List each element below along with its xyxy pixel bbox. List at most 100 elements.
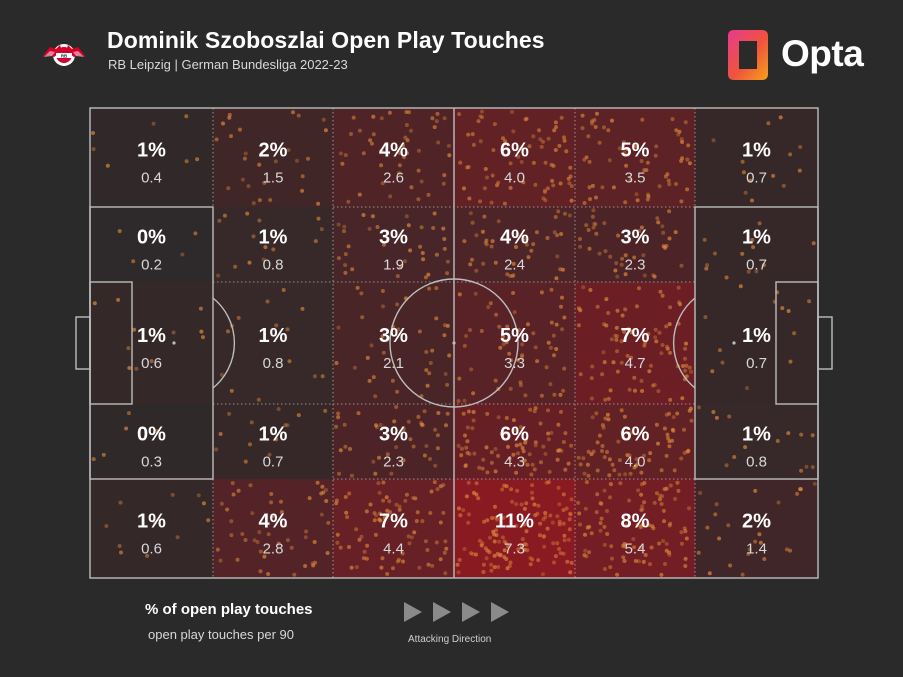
heat-cells [90, 108, 818, 578]
touch-dot [388, 194, 393, 199]
touch-dot [786, 431, 791, 436]
touch-dot [496, 415, 501, 420]
touch-dot [717, 348, 722, 353]
touch-dot [373, 532, 378, 537]
touch-dot [576, 455, 581, 460]
touch-dot [404, 214, 409, 219]
touch-dot [474, 233, 479, 238]
touch-dot [256, 397, 261, 402]
touch-dot [551, 183, 556, 188]
cell-percent-label: 6% [621, 424, 650, 446]
touch-dot [740, 572, 745, 577]
touch-dot [287, 359, 292, 364]
touch-dot [668, 483, 673, 488]
touch-dot [620, 313, 625, 318]
touch-dot [394, 405, 399, 409]
cell-per90-label: 0.6 [141, 355, 162, 372]
touch-dot [581, 285, 586, 290]
cell-percent-label: 1% [259, 424, 288, 446]
touch-dot [615, 308, 620, 313]
touch-dot [582, 471, 587, 476]
touch-dot [614, 334, 619, 339]
touch-dot [702, 237, 707, 242]
touch-dot [218, 432, 223, 436]
touch-dot [489, 244, 494, 249]
touch-dot [466, 520, 471, 525]
touch-dot [225, 507, 230, 512]
touch-dot [606, 396, 611, 401]
touch-dot [616, 233, 621, 238]
touch-dot [421, 257, 426, 262]
touch-dot [478, 199, 483, 204]
touch-dot [433, 463, 438, 468]
touch-dot [620, 430, 625, 435]
touch-dot [359, 291, 364, 296]
touch-dot [587, 185, 592, 190]
touch-dot [592, 118, 597, 122]
touch-dot [504, 484, 509, 489]
touch-dot [445, 323, 450, 328]
touch-dot [470, 426, 475, 431]
cell-percent-label: 1% [137, 140, 166, 162]
touch-dot [605, 450, 609, 454]
touch-dot [324, 488, 328, 492]
touch-dot [567, 213, 572, 218]
touch-dot [402, 155, 406, 160]
touch-dot [337, 471, 341, 476]
touch-dot [583, 548, 588, 553]
page-title: Dominik Szoboszlai Open Play Touches [107, 27, 545, 53]
touch-dot [233, 264, 238, 269]
touch-dot [637, 559, 641, 564]
touch-dot [667, 209, 672, 214]
touch-dot [334, 424, 339, 429]
touch-dot [611, 185, 616, 190]
touch-dot [728, 563, 733, 568]
touch-dot [334, 361, 339, 365]
touch-dot [541, 139, 545, 144]
cell-per90-label: 3.3 [504, 355, 525, 372]
touch-dot [91, 147, 96, 152]
touch-dot [470, 132, 475, 137]
touch-dot [652, 500, 657, 505]
touch-dot [679, 530, 684, 535]
touch-dot [535, 511, 540, 516]
touch-dot [420, 423, 425, 428]
touch-dot [634, 457, 639, 462]
touch-dot [269, 500, 274, 505]
touch-dot [367, 378, 372, 383]
touch-dot [635, 198, 640, 203]
touch-dot [201, 501, 206, 506]
touch-dot [395, 389, 400, 394]
touch-dot [510, 109, 514, 114]
touch-dot [506, 444, 510, 449]
touch-dot [651, 383, 656, 388]
touch-dot [661, 539, 666, 543]
touch-dot [229, 134, 233, 139]
touch-dot [590, 364, 595, 369]
touch-dot [619, 408, 624, 413]
touch-dot [643, 553, 648, 557]
touch-dot [511, 273, 516, 278]
cell-percent-label: 3% [379, 227, 408, 249]
legend-per90-label: open play touches per 90 [148, 627, 294, 642]
touch-dot [578, 244, 583, 249]
touch-dot [664, 453, 669, 458]
touch-dot [412, 530, 417, 535]
touch-dot [527, 144, 532, 149]
touch-dot [656, 220, 661, 225]
touch-dot [375, 225, 380, 229]
touch-dot [242, 156, 247, 161]
cell-per90-label: 0.7 [746, 355, 767, 372]
touch-dot [562, 315, 567, 320]
touch-dot [492, 122, 497, 127]
touch-dot [664, 548, 669, 553]
heat-cell [575, 108, 695, 207]
touch-dot [647, 458, 651, 463]
touch-dot [688, 406, 693, 411]
touch-dot [626, 326, 631, 331]
touch-dot [623, 253, 628, 258]
touch-dot [471, 142, 476, 147]
touch-dot [462, 239, 467, 244]
touch-dot [531, 242, 536, 247]
touch-dot [619, 360, 624, 365]
